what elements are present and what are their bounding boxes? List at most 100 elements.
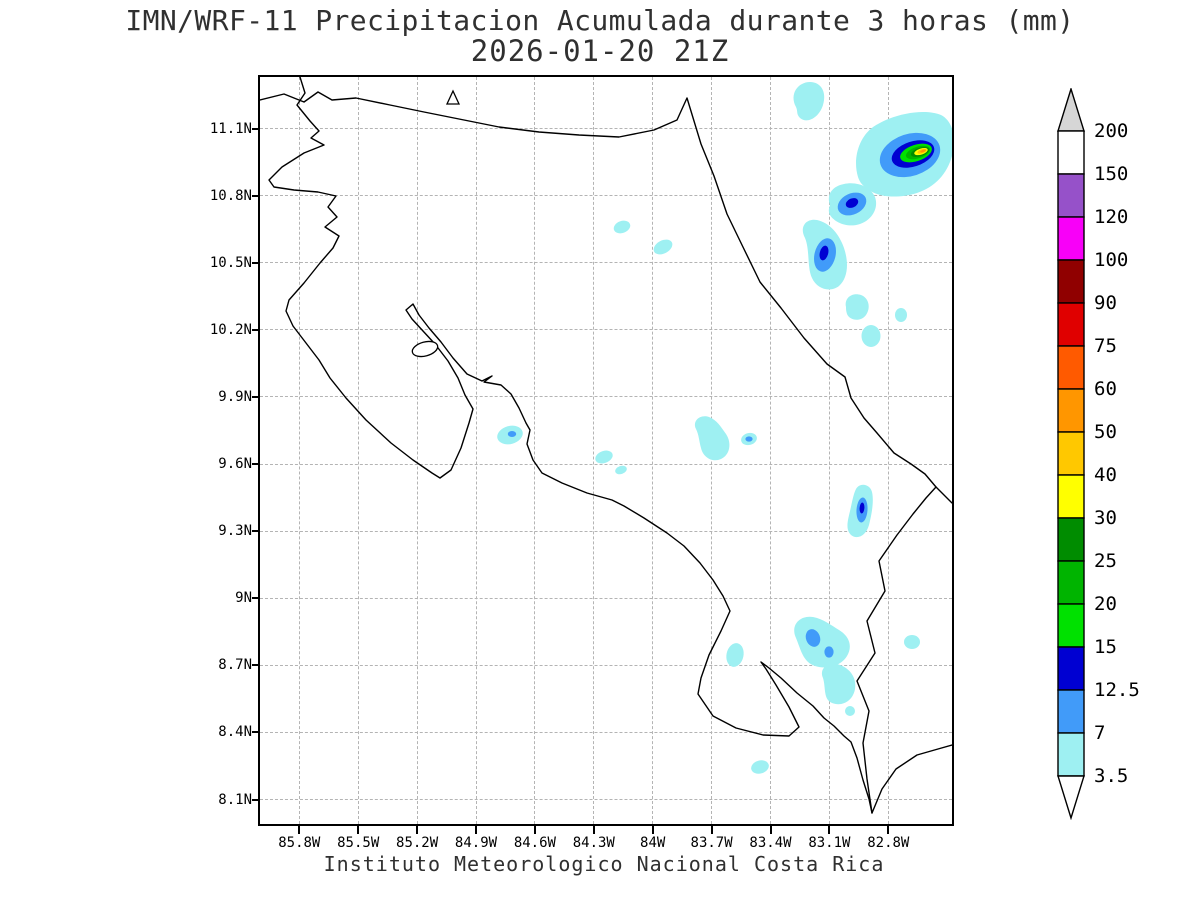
precip-cell	[859, 502, 865, 514]
lon-tick-label: 85.2W	[396, 835, 439, 851]
lat-tick-label: 10.5N	[209, 254, 252, 271]
gridline-vertical	[416, 77, 418, 824]
colorbar-box	[1057, 388, 1085, 433]
gridline-vertical	[652, 77, 654, 824]
colorbar-label: 7	[1094, 722, 1105, 744]
precip-shading-layer	[497, 82, 952, 774]
gridline-horizontal	[260, 664, 952, 666]
gridline-horizontal	[260, 195, 952, 197]
lon-tick-mark	[887, 826, 890, 834]
lat-tick-label: 10.8N	[209, 187, 252, 204]
precip-cell	[821, 663, 856, 705]
lat-tick-label: 9N	[235, 590, 252, 607]
precip-cell	[613, 220, 631, 234]
colorbar-above-max-arrow	[1057, 88, 1085, 132]
precip-cell	[845, 198, 859, 208]
lon-tick-mark	[416, 826, 419, 834]
colorbar-box	[1057, 259, 1085, 304]
gridline-horizontal	[260, 128, 952, 129]
lon-tick-label: 84.9W	[454, 835, 498, 851]
colorbar-label: 40	[1094, 464, 1117, 486]
precip-cell	[653, 239, 673, 255]
lon-tick-label: 85.5W	[337, 835, 380, 851]
precip-cell	[819, 245, 829, 261]
colorbar-label: 50	[1094, 421, 1117, 443]
title-block: IMN/WRF-11 Precipitacion Acumulada duran…	[0, 6, 1200, 67]
gridline-horizontal	[260, 463, 952, 465]
precip-cell	[751, 760, 769, 774]
lat-tick-label: 11.1N	[209, 120, 252, 137]
lon-tick-mark	[533, 826, 536, 834]
gridline-horizontal	[260, 329, 952, 331]
colorbar-box	[1057, 474, 1085, 519]
lon-tick-label: 84W	[640, 835, 666, 851]
precip-cell	[507, 431, 517, 437]
lon-tick-mark	[592, 826, 595, 834]
lat-tick-label: 9.9N	[218, 388, 252, 405]
precip-cell	[615, 465, 627, 475]
lat-tick-mark	[252, 530, 260, 533]
colorbar-label: 200	[1094, 120, 1128, 142]
precip-cell	[895, 308, 907, 322]
map-svg	[260, 77, 952, 814]
lon-tick-label: 83.4W	[749, 835, 792, 851]
precip-cell	[595, 450, 613, 464]
precip-cell	[745, 436, 753, 442]
pacific-coastline-path	[268, 77, 952, 814]
gridline-vertical	[593, 77, 595, 824]
colorbar-label: 100	[1094, 249, 1128, 271]
precip-cell	[861, 325, 881, 347]
colorbar-label: 20	[1094, 593, 1117, 615]
colorbar-box	[1057, 345, 1085, 390]
gridline-horizontal	[260, 731, 952, 733]
colorbar-box	[1057, 560, 1085, 605]
lat-tick-mark	[252, 127, 260, 130]
lon-tick-label: 83.1W	[808, 835, 851, 851]
coastline-layer	[260, 77, 952, 814]
colorbar-label: 12.5	[1094, 679, 1140, 701]
precip-cell	[793, 82, 825, 121]
lon-tick-label: 84.6W	[513, 835, 556, 851]
colorbar-label: 60	[1094, 378, 1117, 400]
precip-cell	[845, 294, 869, 320]
lat-tick-label: 10.2N	[209, 321, 252, 338]
colorbar-label: 15	[1094, 636, 1117, 658]
lat-tick-mark	[252, 798, 260, 801]
gridline-horizontal	[260, 262, 952, 264]
precip-cell	[805, 629, 821, 647]
gridline-horizontal	[260, 396, 952, 398]
lat-tick-mark	[252, 731, 260, 734]
colorbar-label: 150	[1094, 163, 1128, 185]
lon-tick-label: 83.7W	[690, 835, 733, 851]
colorbar-box	[1057, 302, 1085, 347]
map-frame: 85.8W 85.5W 85.2W 84.9W 84.6W 84.3W 84W 83.7W 83…	[210, 75, 954, 851]
gridline-vertical	[828, 77, 830, 824]
lon-tick-mark	[651, 826, 654, 834]
colorbar-box	[1057, 517, 1085, 562]
lon-tick-mark	[357, 826, 360, 834]
precip-cell	[845, 706, 855, 716]
gridline-horizontal	[260, 799, 952, 800]
gridline-vertical	[770, 77, 771, 824]
gridline-vertical	[357, 77, 359, 824]
isla-chira	[411, 340, 439, 358]
colorbar-label: 75	[1094, 335, 1117, 357]
precip-cell	[824, 646, 834, 658]
colorbar-below-min-arrow	[1057, 775, 1085, 820]
lat-tick-label: 8.1N	[218, 791, 252, 808]
lat-tick-mark	[252, 664, 260, 667]
lon-tick-mark	[710, 826, 713, 834]
lon-tick-label: 85.8W	[278, 835, 321, 851]
panama-border-path	[856, 486, 937, 814]
title-line2: 2026-01-20 21Z	[470, 34, 730, 68]
colorbar-label: 30	[1094, 507, 1117, 529]
lat-tick-mark	[252, 261, 260, 264]
caribbean-coastline-path	[260, 91, 952, 504]
colorbar-label: 90	[1094, 292, 1117, 314]
lat-tick-mark	[252, 597, 260, 600]
precip-cell	[794, 616, 850, 668]
gridline-horizontal	[260, 597, 952, 599]
colorbar-box	[1057, 431, 1085, 476]
gridline-vertical	[534, 77, 536, 824]
